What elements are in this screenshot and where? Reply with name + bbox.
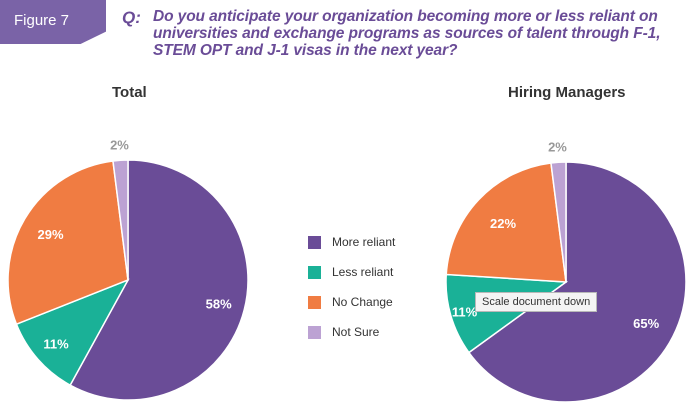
data-label-less-reliant: 11% <box>43 336 69 351</box>
data-label-more-reliant: 58% <box>206 296 232 311</box>
legend-label: More reliant <box>332 235 396 249</box>
pie-hiring-managers: 65% 11% 22% 2% <box>445 140 687 403</box>
pie-slice-not-sure <box>550 161 567 283</box>
legend-swatch <box>308 325 321 339</box>
data-label-no-change: 29% <box>38 227 64 242</box>
question-text: Do you anticipate your organization beco… <box>153 8 661 59</box>
legend-item-less-reliant: Less reliant <box>308 257 395 287</box>
pie-slice-no-change <box>445 162 567 283</box>
chart-title-hiring-managers: Hiring Managers <box>508 84 626 101</box>
pie-slice-more-reliant <box>69 159 249 401</box>
legend-label: Less reliant <box>332 265 394 279</box>
legend: More reliant Less reliant No Change Not … <box>308 227 395 347</box>
data-label-more-reliant: 65% <box>633 316 659 331</box>
figure-label: Figure 7 <box>14 12 70 29</box>
data-label-not-sure: 2% <box>110 138 129 153</box>
chart-title-total: Total <box>112 84 147 101</box>
data-label-no-change: 22% <box>490 216 516 231</box>
legend-swatch <box>308 295 321 309</box>
figure-tab: Figure 7 <box>0 0 106 44</box>
legend-item-not-sure: Not Sure <box>308 317 395 347</box>
pie-total: 58% 11% 29% 2% <box>7 138 249 401</box>
pie-slice-more-reliant <box>467 161 687 403</box>
legend-swatch <box>308 235 321 249</box>
legend-item-more-reliant: More reliant <box>308 227 395 257</box>
pie-slice-no-change <box>7 160 129 326</box>
legend-label: No Change <box>332 295 393 309</box>
data-label-less-reliant: 11% <box>452 304 478 319</box>
pie-slice-not-sure <box>112 159 129 281</box>
legend-swatch <box>308 265 321 279</box>
legend-item-no-change: No Change <box>308 287 395 317</box>
pie-slice-less-reliant <box>15 278 130 387</box>
tooltip: Scale document down <box>475 292 598 312</box>
legend-label: Not Sure <box>332 325 380 339</box>
question-prefix: Q: <box>122 8 141 27</box>
data-label-not-sure: 2% <box>548 140 567 155</box>
